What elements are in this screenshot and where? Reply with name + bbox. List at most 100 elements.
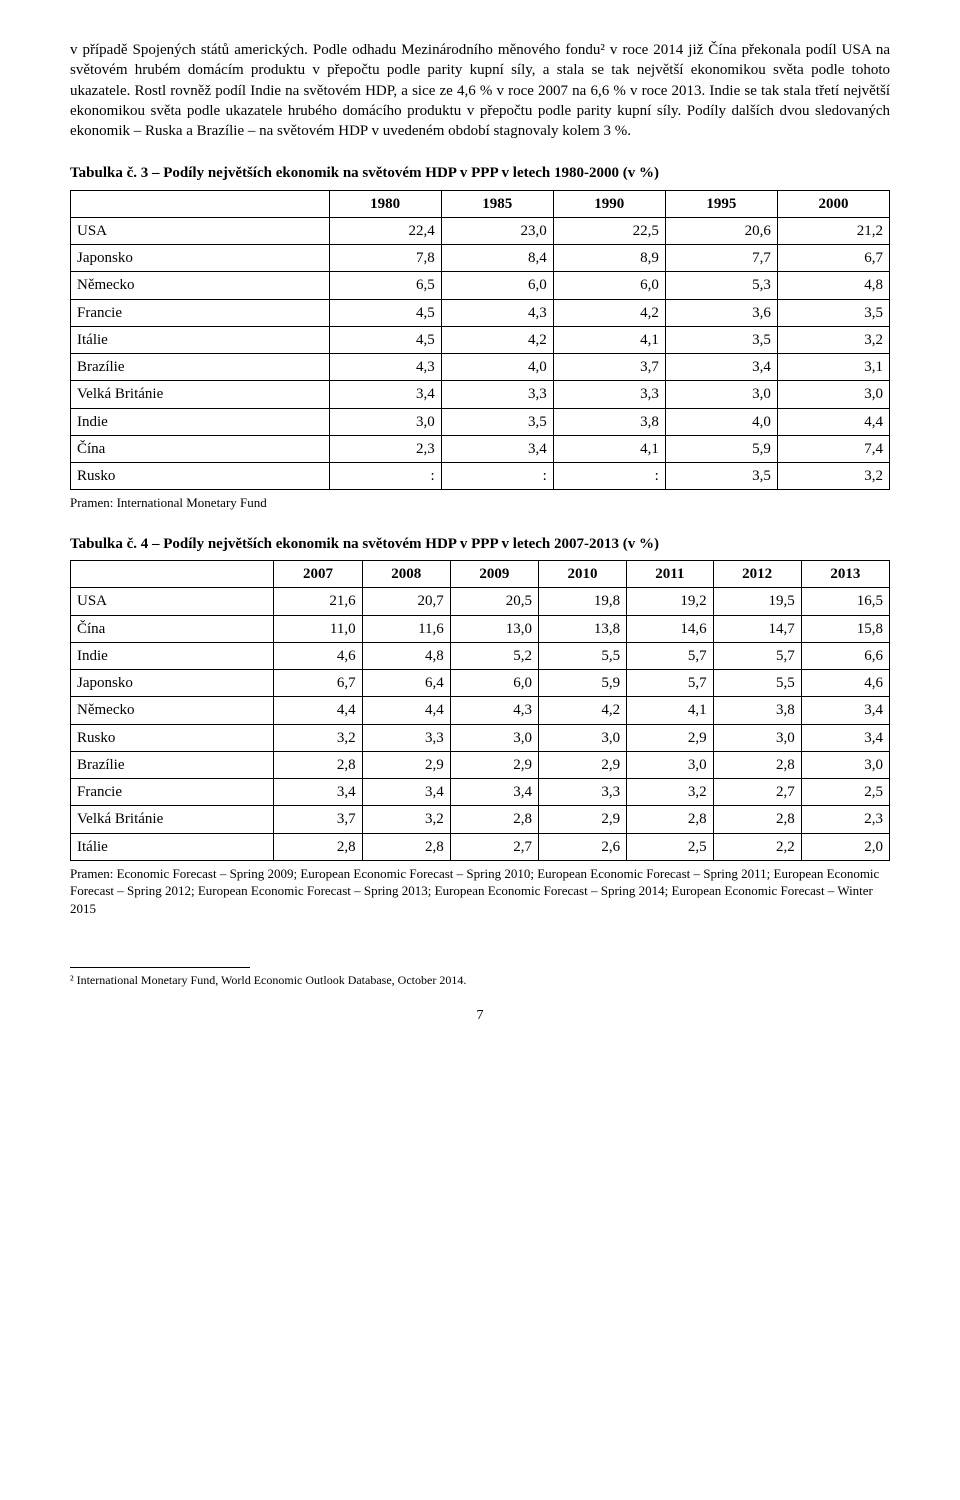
table-cell: 2,0 (801, 833, 889, 860)
table-row-label: Německo (71, 697, 274, 724)
table-cell: 4,6 (274, 642, 362, 669)
table-header-year: 1985 (441, 190, 553, 217)
table-cell: 3,5 (441, 408, 553, 435)
table-cell: 3,0 (450, 724, 538, 751)
table-cell: 2,9 (538, 806, 626, 833)
table-cell: 6,7 (274, 670, 362, 697)
table-cell: 3,0 (713, 724, 801, 751)
table-row-label: Japonsko (71, 245, 330, 272)
table-row-label: Francie (71, 779, 274, 806)
table-cell: 4,1 (553, 435, 665, 462)
table-cell: 3,1 (777, 354, 889, 381)
table-cell: 4,8 (362, 642, 450, 669)
page-number: 7 (70, 1007, 890, 1026)
table-cell: 3,2 (777, 463, 889, 490)
table-cell: 5,3 (665, 272, 777, 299)
table-cell: 3,8 (553, 408, 665, 435)
table-cell: 22,4 (329, 217, 441, 244)
table-row-label: Indie (71, 642, 274, 669)
table-cell: 23,0 (441, 217, 553, 244)
table4-source: Pramen: Economic Forecast – Spring 2009;… (70, 865, 890, 918)
table-cell: 4,1 (627, 697, 714, 724)
table-cell: 5,7 (713, 642, 801, 669)
table-cell: 3,3 (362, 724, 450, 751)
table-row: Indie3,03,53,84,04,4 (71, 408, 890, 435)
table3: 19801985199019952000 USA22,423,022,520,6… (70, 190, 890, 491)
table-cell: 2,8 (274, 833, 362, 860)
table-row: Rusko3,23,33,03,02,93,03,4 (71, 724, 890, 751)
table-cell: 19,5 (713, 588, 801, 615)
table-header-year: 2009 (450, 561, 538, 588)
table-cell: 7,8 (329, 245, 441, 272)
table-header-blank (71, 561, 274, 588)
table-row-label: Brazílie (71, 354, 330, 381)
table-cell: 3,5 (777, 299, 889, 326)
table-cell: 6,6 (801, 642, 889, 669)
table-row: Velká Británie3,73,22,82,92,82,82,3 (71, 806, 890, 833)
table-cell: 2,8 (274, 751, 362, 778)
table-cell: 5,5 (713, 670, 801, 697)
table-row: Itálie2,82,82,72,62,52,22,0 (71, 833, 890, 860)
table-cell: : (553, 463, 665, 490)
table-cell: 3,3 (553, 381, 665, 408)
table4: 2007200820092010201120122013 USA21,620,7… (70, 560, 890, 861)
table-cell: 3,3 (538, 779, 626, 806)
table-cell: 4,4 (362, 697, 450, 724)
table-cell: 4,8 (777, 272, 889, 299)
table-cell: 13,8 (538, 615, 626, 642)
table-cell: 4,2 (441, 326, 553, 353)
table-row: Japonsko7,88,48,97,76,7 (71, 245, 890, 272)
table-cell: 5,2 (450, 642, 538, 669)
table-row: Brazílie4,34,03,73,43,1 (71, 354, 890, 381)
table-cell: 20,6 (665, 217, 777, 244)
table-cell: 2,3 (329, 435, 441, 462)
table-row-label: Indie (71, 408, 330, 435)
table-row: Francie4,54,34,23,63,5 (71, 299, 890, 326)
table-cell: 5,9 (665, 435, 777, 462)
table-cell: 3,3 (441, 381, 553, 408)
table-cell: 5,9 (538, 670, 626, 697)
table-cell: 2,9 (362, 751, 450, 778)
table-row: Francie3,43,43,43,33,22,72,5 (71, 779, 890, 806)
table-row: Čína2,33,44,15,97,4 (71, 435, 890, 462)
table4-title: Tabulka č. 4 – Podíly největších ekonomi… (70, 534, 890, 554)
table-cell: 6,0 (450, 670, 538, 697)
table-cell: 3,4 (441, 435, 553, 462)
table-cell: 3,5 (665, 326, 777, 353)
table-cell: 11,0 (274, 615, 362, 642)
table-cell: : (329, 463, 441, 490)
table-cell: 11,6 (362, 615, 450, 642)
table-header-year: 2012 (713, 561, 801, 588)
table-row: Indie4,64,85,25,55,75,76,6 (71, 642, 890, 669)
table-cell: 21,6 (274, 588, 362, 615)
table-cell: 2,8 (713, 751, 801, 778)
table-cell: 4,1 (553, 326, 665, 353)
table-cell: 2,7 (713, 779, 801, 806)
table-cell: 2,2 (713, 833, 801, 860)
table-row: Německo4,44,44,34,24,13,83,4 (71, 697, 890, 724)
table-cell: 3,4 (362, 779, 450, 806)
table-cell: 3,5 (665, 463, 777, 490)
table-cell: 14,7 (713, 615, 801, 642)
table-cell: 19,8 (538, 588, 626, 615)
table-cell: 4,5 (329, 299, 441, 326)
table-row: Brazílie2,82,92,92,93,02,83,0 (71, 751, 890, 778)
table-cell: 2,9 (627, 724, 714, 751)
table-cell: 2,8 (713, 806, 801, 833)
table-cell: 2,8 (450, 806, 538, 833)
table-row: Itálie4,54,24,13,53,2 (71, 326, 890, 353)
table-cell: 3,4 (329, 381, 441, 408)
table-cell: 2,7 (450, 833, 538, 860)
table-row: USA21,620,720,519,819,219,516,5 (71, 588, 890, 615)
table-cell: 5,7 (627, 642, 714, 669)
table-row-label: Rusko (71, 724, 274, 751)
table-cell: 2,5 (627, 833, 714, 860)
table-cell: 6,7 (777, 245, 889, 272)
table-cell: 3,2 (274, 724, 362, 751)
table-cell: 21,2 (777, 217, 889, 244)
table-cell: 20,5 (450, 588, 538, 615)
body-paragraph: v případě Spojených států amerických. Po… (70, 40, 890, 141)
table-cell: 5,5 (538, 642, 626, 669)
table-cell: 4,3 (441, 299, 553, 326)
table-cell: 4,6 (801, 670, 889, 697)
